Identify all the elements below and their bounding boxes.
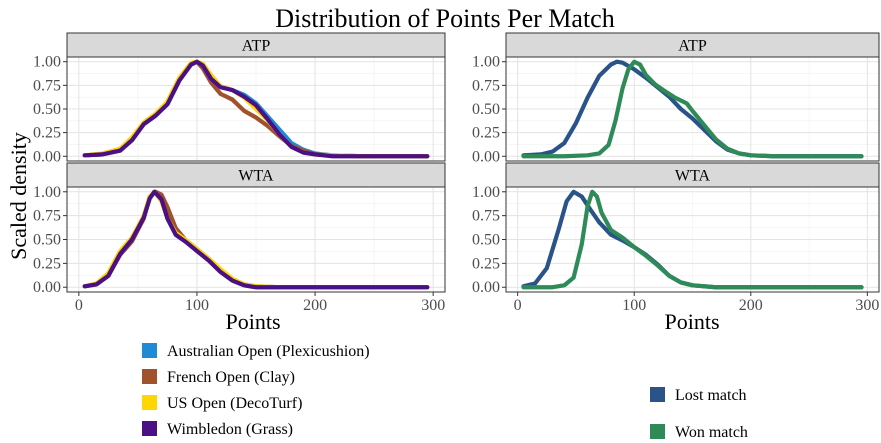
y-tick-label: 0.25 — [472, 255, 500, 272]
y-axis-title: Scaled density — [6, 132, 31, 260]
legend-swatch — [142, 395, 157, 410]
legend-swatch — [142, 343, 157, 358]
legend-label: US Open (DecoTurf) — [167, 395, 302, 412]
x-tick-label: 0 — [514, 297, 522, 314]
x-tick-label: 200 — [739, 297, 763, 314]
x-tick-label: 300 — [421, 297, 445, 314]
facet-panel: WTA 0.00 0.25 0.50 0.75 1.00 0 100 200 300 — [472, 163, 879, 314]
facet-strip-label: ATP — [678, 38, 707, 55]
facet-panels: ATP 0.00 0.25 0.50 0.75 1.00 ATP 0.00 0.25 0.50 0.… — [33, 33, 879, 314]
facet-strip-label: ATP — [242, 38, 271, 55]
y-tick-label: 0.25 — [33, 125, 61, 142]
x-axis-title-left: Points — [225, 309, 280, 334]
y-tick-label: 0.75 — [33, 77, 61, 94]
y-tick-label: 0.00 — [33, 148, 61, 165]
legend-label: Wimbledon (Grass) — [167, 421, 293, 438]
legend-surface: Australian Open (Plexicushion) French Ope… — [142, 343, 370, 438]
facet-panel: ATP 0.00 0.25 0.50 0.75 1.00 — [33, 33, 445, 165]
facet-strip-label: WTA — [675, 168, 711, 185]
legend-label: Won match — [675, 424, 748, 441]
legends: Australian Open (Plexicushion) French Ope… — [142, 343, 748, 441]
chart-title: Distribution of Points Per Match — [275, 4, 614, 33]
facet-panel: ATP 0.00 0.25 0.50 0.75 1.00 — [472, 33, 879, 165]
y-tick-label: 0.00 — [33, 279, 61, 296]
y-tick-label: 0.50 — [472, 232, 500, 249]
y-tick-label: 0.00 — [472, 279, 500, 296]
y-tick-label: 0.75 — [472, 77, 500, 94]
y-tick-label: 0.00 — [472, 148, 500, 165]
legend-label: Lost match — [675, 387, 747, 404]
x-tick-label: 200 — [303, 297, 327, 314]
x-axis-title-right: Points — [664, 309, 719, 334]
legend-swatch — [650, 424, 665, 439]
y-tick-label: 0.75 — [33, 208, 61, 225]
y-tick-label: 1.00 — [472, 184, 500, 201]
y-tick-label: 0.25 — [33, 255, 61, 272]
y-tick-label: 1.00 — [33, 184, 61, 201]
x-tick-label: 300 — [855, 297, 879, 314]
legend-label: Australian Open (Plexicushion) — [167, 343, 370, 360]
x-tick-label: 100 — [622, 297, 646, 314]
legend-label: French Open (Clay) — [167, 369, 295, 386]
y-tick-label: 0.25 — [472, 125, 500, 142]
y-tick-label: 1.00 — [472, 54, 500, 71]
legend-swatch — [142, 421, 157, 436]
legend-swatch — [650, 387, 665, 402]
x-tick-label: 0 — [75, 297, 83, 314]
y-tick-label: 0.50 — [33, 101, 61, 118]
y-tick-label: 0.75 — [472, 208, 500, 225]
legend-swatch — [142, 369, 157, 384]
y-tick-label: 1.00 — [33, 54, 61, 71]
x-tick-label: 100 — [185, 297, 209, 314]
y-tick-label: 0.50 — [33, 232, 61, 249]
legend-result: Lost match Won match — [650, 387, 748, 441]
facet-strip-label: WTA — [238, 168, 274, 185]
y-tick-label: 0.50 — [472, 101, 500, 118]
facet-panel: WTA 0.00 0.25 0.50 0.75 1.00 0 100 200 300 — [33, 163, 445, 314]
